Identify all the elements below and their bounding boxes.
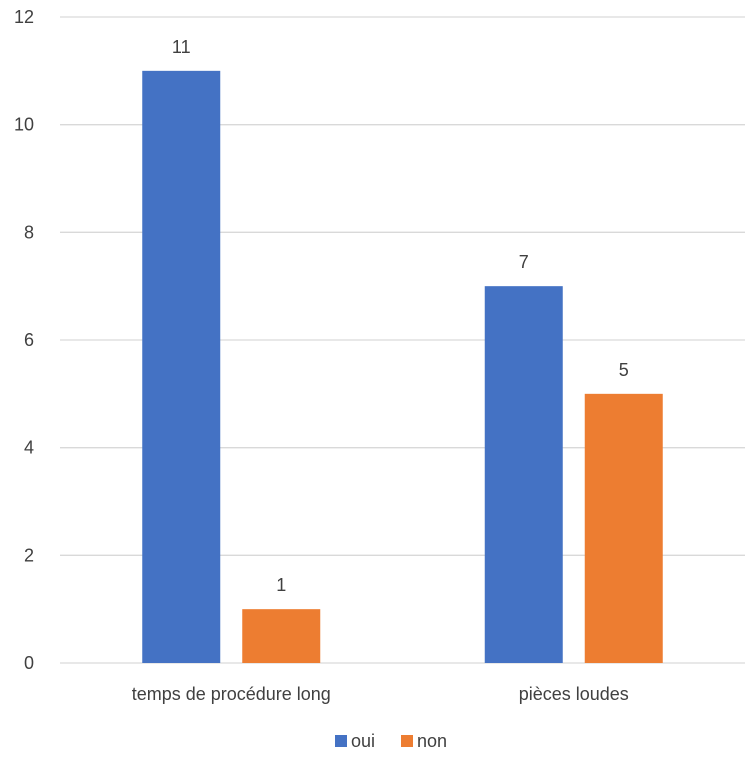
y-axis-tick-labels: 0 2 4 6 8 10 12: [14, 7, 34, 673]
x-tick-label: pièces loudes: [519, 684, 629, 704]
y-tick-label: 12: [14, 7, 34, 27]
legend-swatch: [335, 735, 347, 747]
bar-oui: [142, 70, 221, 664]
y-tick-label: 4: [24, 438, 34, 458]
y-tick-label: 2: [24, 545, 34, 565]
legend-label: non: [417, 731, 447, 751]
bars: [142, 70, 663, 664]
y-tick-label: 6: [24, 330, 34, 350]
legend-item-non: non: [401, 731, 447, 751]
legend-item-oui: oui: [335, 731, 375, 751]
data-label: 7: [519, 252, 529, 272]
bar-oui: [484, 286, 563, 663]
data-label: 5: [619, 360, 629, 380]
legend-label: oui: [351, 731, 375, 751]
x-axis-tick-labels: temps de procédure long pièces loudes: [132, 684, 629, 704]
bar-non: [242, 609, 321, 663]
y-tick-label: 8: [24, 222, 34, 242]
x-tick-label: temps de procédure long: [132, 684, 331, 704]
legend: oui non: [335, 731, 447, 751]
data-label: 11: [172, 37, 191, 57]
legend-swatch: [401, 735, 413, 747]
y-tick-label: 0: [24, 653, 34, 673]
bar-non: [584, 393, 663, 663]
y-tick-label: 10: [14, 115, 34, 135]
data-label: 1: [276, 575, 286, 595]
